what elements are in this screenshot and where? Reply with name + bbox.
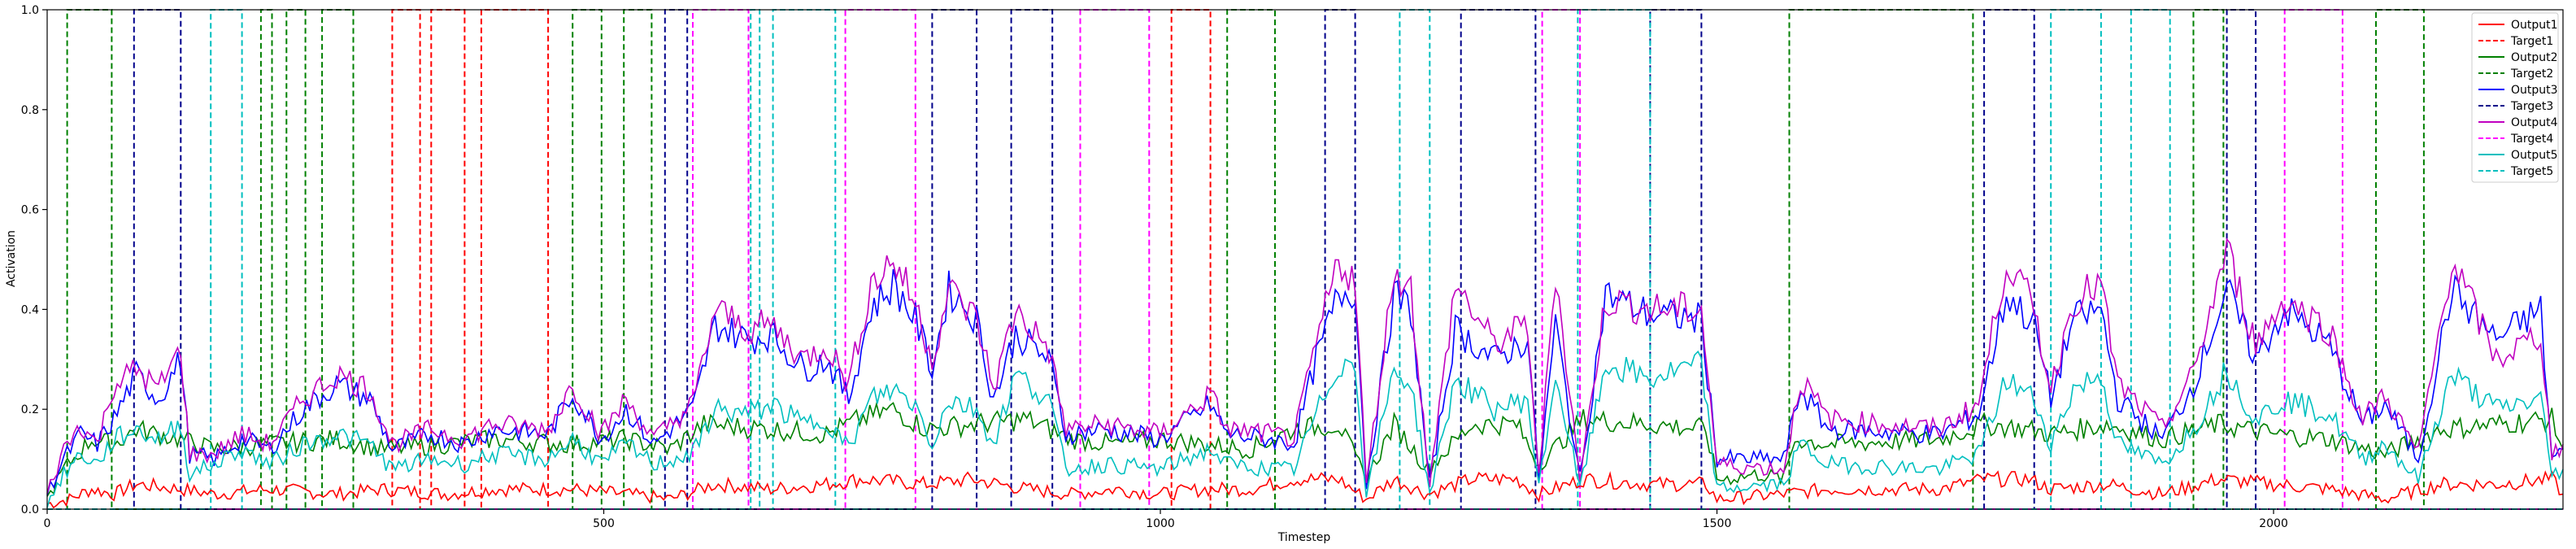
- legend-label-output3: Output3: [2511, 84, 2558, 97]
- legend-label-output4: Output4: [2511, 116, 2558, 129]
- x-tick-label: 0: [44, 517, 51, 530]
- y-tick-label: 0.2: [21, 403, 39, 416]
- legend-label-output1: Output1: [2511, 19, 2558, 32]
- output-line-output1: [46, 470, 2564, 509]
- y-tick-label: 0.4: [21, 303, 39, 316]
- y-axis-ticks: 0.0 0.2 0.4 0.6 0.8 1.0: [21, 4, 47, 516]
- y-axis-label: Activation: [5, 230, 18, 287]
- plot-frame: [46, 9, 2564, 510]
- y-tick-label: 0.0: [21, 503, 39, 516]
- output-line-output4: [46, 237, 2564, 495]
- legend: Output1 Target1 Output2 Target2 Output3 Targe…: [2471, 12, 2559, 183]
- output-line-output3: [46, 268, 2564, 495]
- legend-label-output5: Output5: [2511, 149, 2558, 162]
- x-tick-label: 2000: [2259, 517, 2288, 530]
- x-tick-label: 1000: [1146, 517, 1175, 530]
- legend-label-output2: Output2: [2511, 51, 2558, 64]
- output-line-output2: [46, 401, 2564, 497]
- x-tick-label: 500: [593, 517, 615, 530]
- legend-label-target2: Target2: [2510, 68, 2553, 81]
- y-tick-label: 0.8: [21, 104, 39, 117]
- x-tick-label: 1500: [1703, 517, 1732, 530]
- y-tick-label: 1.0: [21, 4, 39, 17]
- legend-label-target3: Target3: [2510, 100, 2553, 113]
- x-axis-label: Timestep: [1277, 531, 1331, 544]
- legend-label-target5: Target5: [2510, 165, 2553, 178]
- output-line-output5: [46, 350, 2564, 508]
- y-tick-label: 0.6: [21, 204, 39, 217]
- legend-label-target4: Target4: [2510, 133, 2553, 146]
- x-axis-ticks: 0 500 1000 1500 2000: [44, 509, 2288, 530]
- legend-label-target1: Target1: [2510, 35, 2553, 48]
- legend-box: [2471, 12, 2559, 183]
